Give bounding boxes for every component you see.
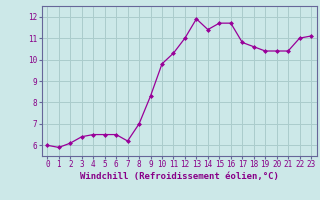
- X-axis label: Windchill (Refroidissement éolien,°C): Windchill (Refroidissement éolien,°C): [80, 172, 279, 181]
